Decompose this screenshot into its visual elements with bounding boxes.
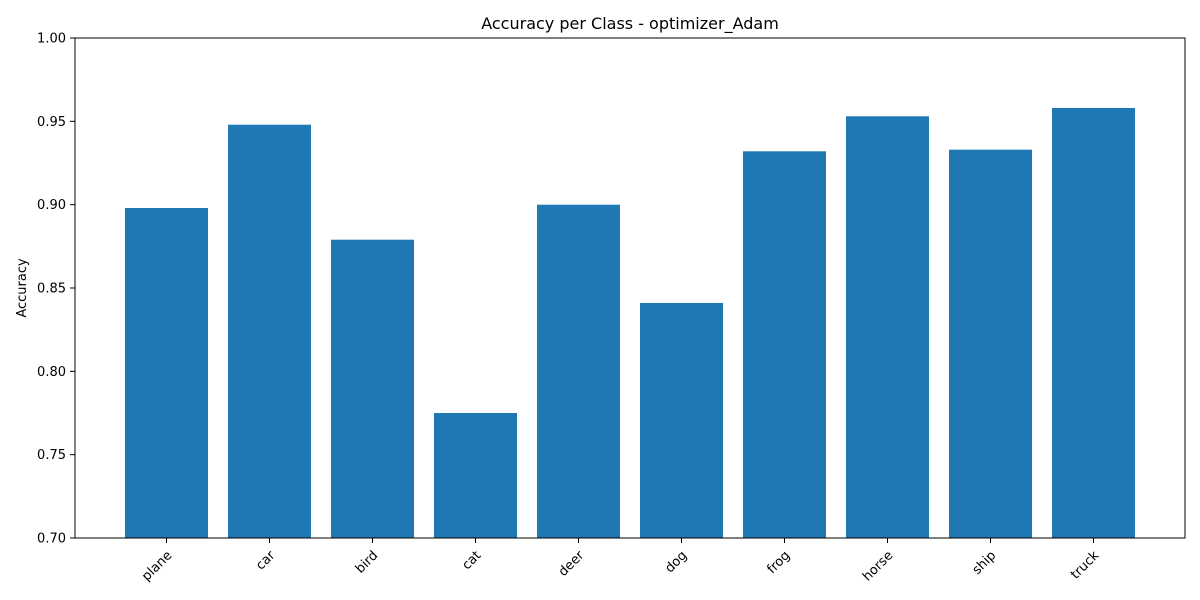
y-axis-ticks: 0.70 0.75 0.80 0.85 0.90 0.95 1.00 [37,32,75,547]
y-tick-label: 0.95 [37,115,66,130]
y-tick-label: 0.85 [37,282,66,297]
y-tick-label: 1.00 [37,32,66,47]
x-axis-ticks: plane car bird cat deer dog frog horse ship truck [139,538,1103,585]
chart-title: Accuracy per Class - optimizer_Adam [481,14,779,34]
x-tick-label-car: car [253,548,279,574]
x-tick-label-frog: frog [764,548,793,577]
bar-cat [434,413,517,538]
bar-ship [949,149,1032,538]
x-tick-label-bird: bird [353,548,381,576]
y-tick-label: 0.75 [37,448,66,463]
bar-plane [125,208,208,538]
bar-bird [331,239,414,538]
y-axis-label: Accuracy [15,258,30,318]
y-tick-label: 0.70 [37,532,66,547]
x-tick-label-deer: deer [556,548,588,580]
x-tick-label-horse: horse [860,548,896,584]
bars-group [125,108,1135,539]
bar-frog [743,151,826,539]
y-tick-label: 0.90 [37,198,66,213]
bar-deer [537,204,620,538]
x-tick-label-plane: plane [139,548,175,584]
bar-horse [846,116,929,539]
bar-dog [640,303,723,538]
x-tick-label-cat: cat [459,548,484,573]
x-tick-label-truck: truck [1068,548,1103,583]
x-tick-label-dog: dog [662,548,690,576]
bar-truck [1052,108,1135,538]
plot-area-frame [74,37,1186,539]
x-tick-label-ship: ship [970,548,1000,578]
bar-car [228,124,311,538]
y-tick-label: 0.80 [37,365,66,380]
